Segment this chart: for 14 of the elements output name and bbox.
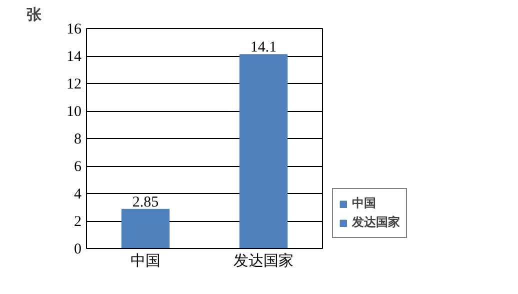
- y-tick-label: 8: [74, 132, 82, 148]
- legend-label: 发达国家: [352, 214, 400, 231]
- y-tick-label: 0: [74, 242, 82, 258]
- y-tick-label: 4: [74, 186, 82, 202]
- y-tick-label: 12: [66, 76, 82, 92]
- data-label: 2.85: [132, 194, 159, 210]
- y-tick-label: 16: [66, 22, 82, 38]
- legend-label: 中国: [352, 195, 376, 212]
- y-tick-label: 14: [66, 49, 82, 65]
- y-tick-label: 10: [66, 104, 82, 120]
- y-tick-label: 2: [74, 214, 82, 230]
- y-axis-title: 张: [26, 6, 42, 24]
- y-tick-label: 6: [74, 159, 82, 175]
- data-label: 14.1: [250, 40, 277, 56]
